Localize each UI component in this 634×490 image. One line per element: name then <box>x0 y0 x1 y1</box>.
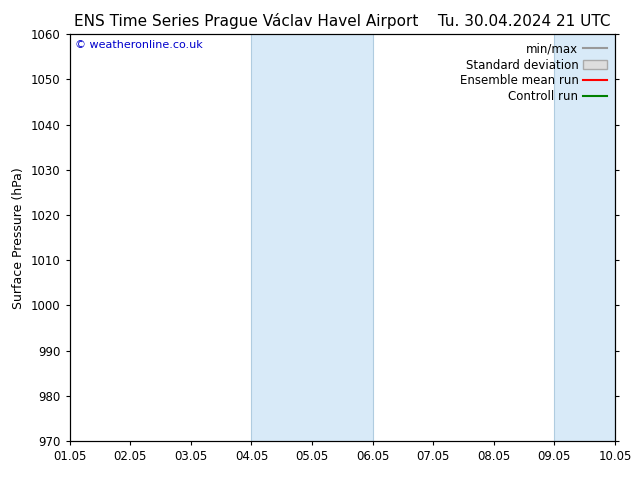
Text: © weatheronline.co.uk: © weatheronline.co.uk <box>75 40 203 50</box>
Title: ENS Time Series Prague Václav Havel Airport    Tu. 30.04.2024 21 UTC: ENS Time Series Prague Václav Havel Airp… <box>74 13 611 29</box>
Y-axis label: Surface Pressure (hPa): Surface Pressure (hPa) <box>13 167 25 309</box>
Legend: min/max, Standard deviation, Ensemble mean run, Controll run: min/max, Standard deviation, Ensemble me… <box>457 40 609 106</box>
Bar <box>252 34 373 441</box>
Bar <box>554 34 615 441</box>
